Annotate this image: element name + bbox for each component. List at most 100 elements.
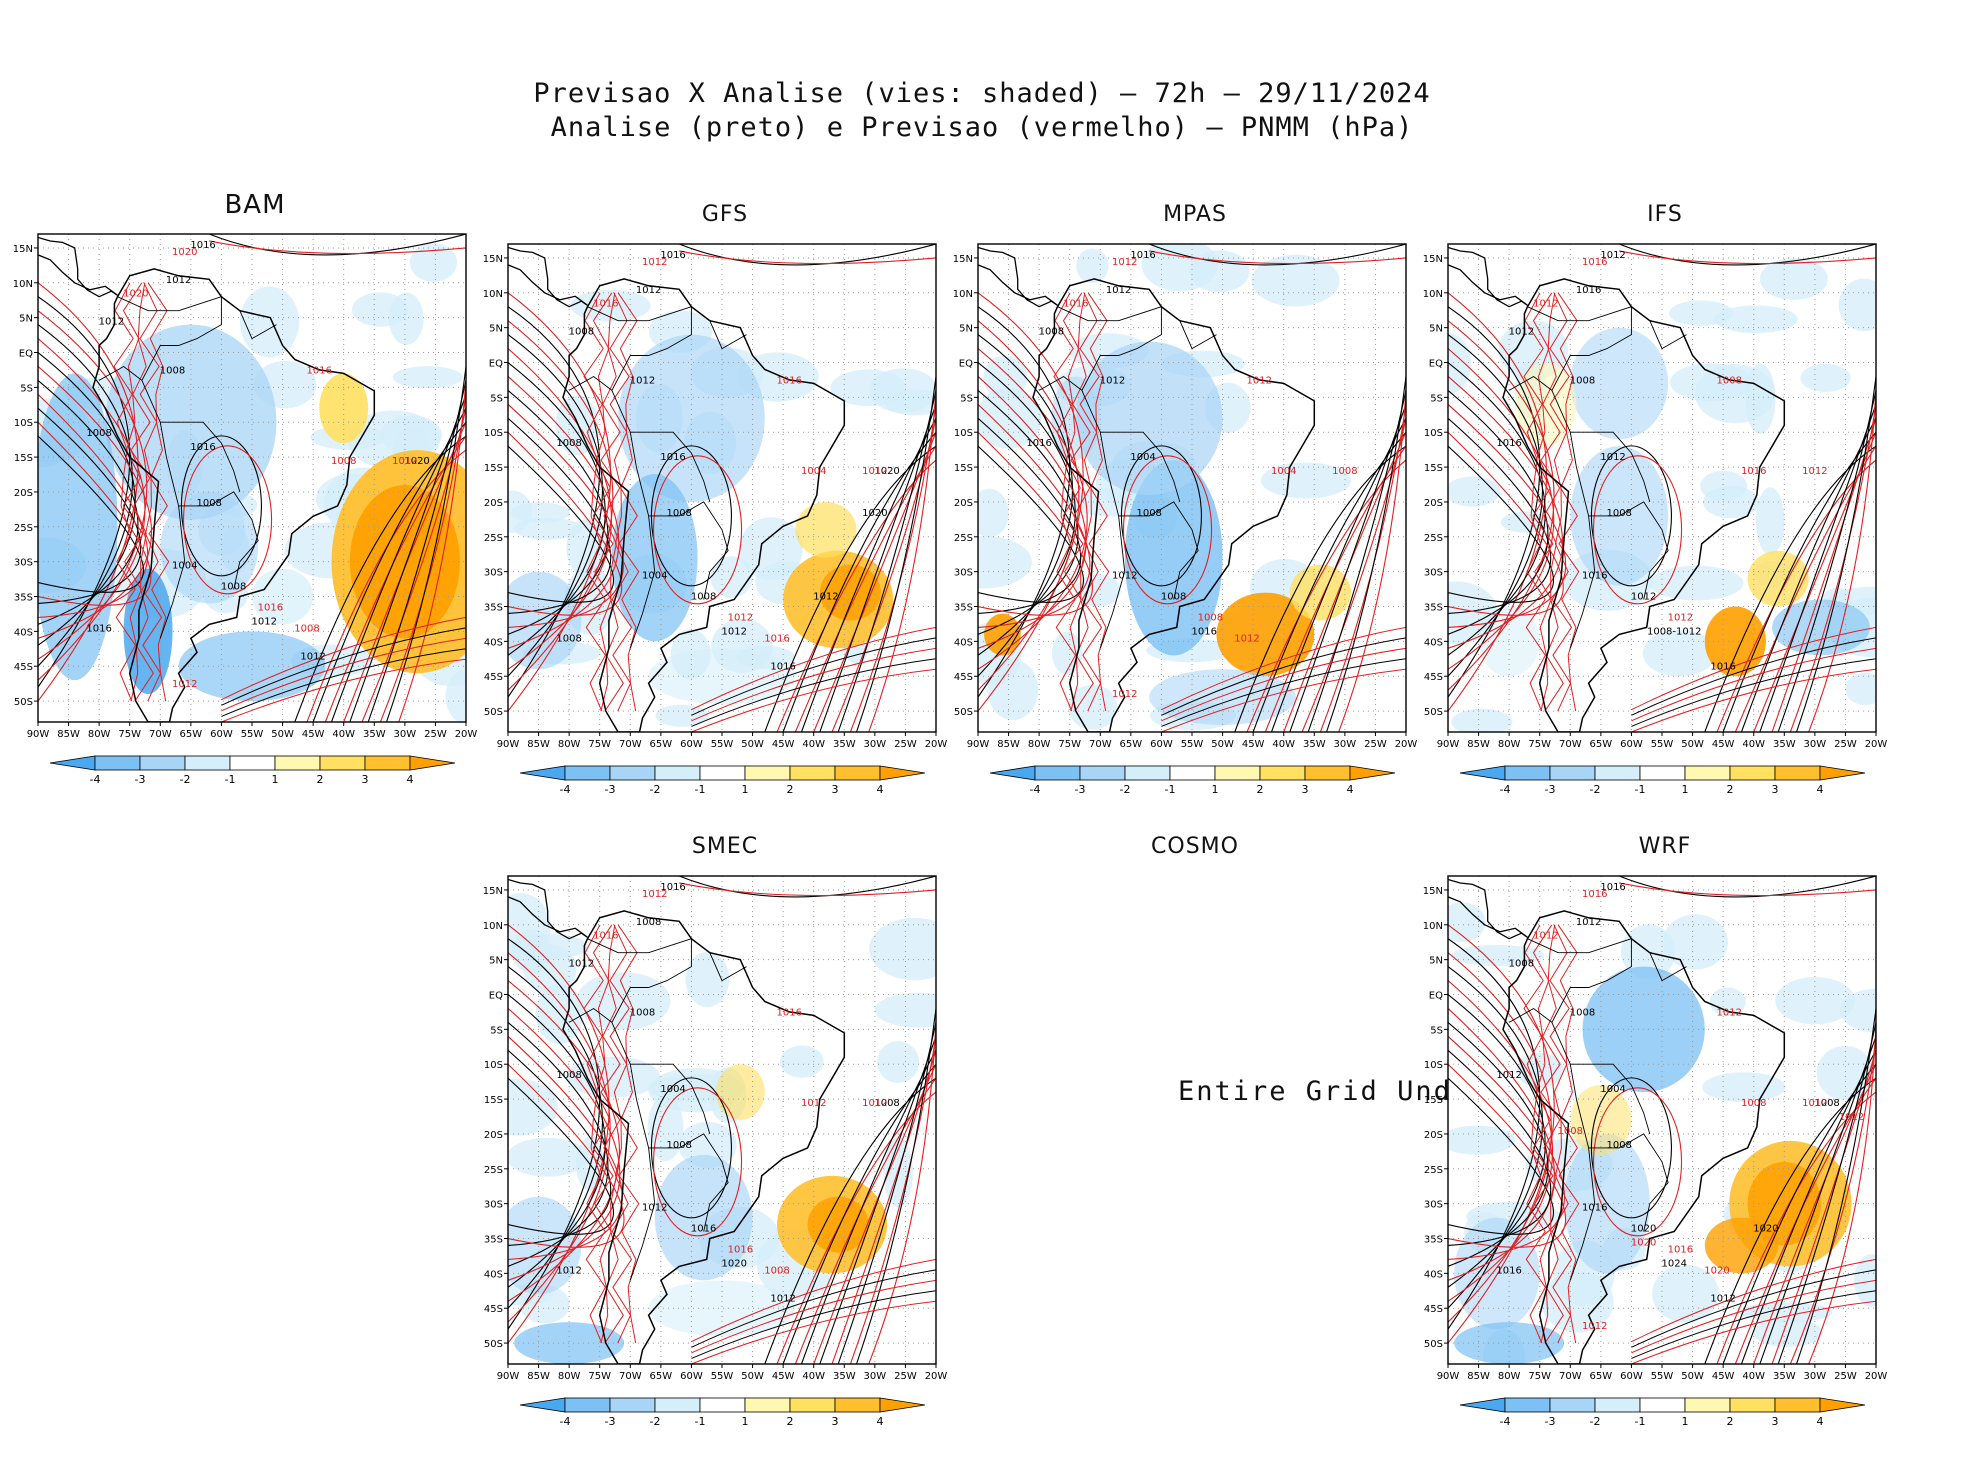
analysis-contour-label: 1012	[722, 626, 747, 637]
bias-shade	[1759, 258, 1828, 300]
analysis-contour-label: 1008	[874, 1098, 899, 1109]
lat-tick-label: 45S	[1424, 672, 1443, 683]
analysis-contour-label: 1008	[666, 508, 691, 519]
analysis-contour-label: 1008	[86, 428, 111, 439]
storm-track-contour	[691, 1269, 936, 1348]
lat-tick-label: 5N	[959, 324, 973, 335]
lat-tick-label: 15S	[1424, 463, 1443, 474]
lat-tick-label: 35S	[1424, 1235, 1443, 1246]
lon-tick-label: 20W	[455, 729, 478, 740]
forecast-contour	[508, 980, 621, 1302]
forecast-contour-label: 1012	[1112, 257, 1137, 268]
colorbar-segment	[609, 765, 656, 781]
country-border	[1649, 320, 1687, 350]
country-border	[709, 952, 747, 982]
colorbar-tick-label: -2	[1120, 783, 1131, 796]
bias-shade	[884, 389, 936, 416]
analysis-contour-label: 1020	[404, 456, 429, 467]
lon-tick-label: 65W	[1590, 1371, 1613, 1382]
storm-track-contour	[691, 1290, 936, 1359]
storm-track-contour	[221, 648, 466, 717]
analysis-contour	[1448, 1049, 1552, 1247]
country-border	[1551, 1022, 1669, 1232]
country-border	[629, 515, 656, 649]
analysis-contour-label: 1004	[172, 561, 197, 572]
lon-tick-label: 45W	[772, 739, 795, 750]
forecast-contour	[978, 320, 1080, 691]
colorbar-segment	[1079, 765, 1126, 781]
forecast-contour	[978, 292, 1084, 712]
country-border	[159, 505, 186, 639]
country-border	[1649, 952, 1687, 982]
forecast-contour	[1619, 250, 1876, 265]
analysis-contour	[385, 366, 466, 722]
colorbar-tick-label: -3	[1075, 783, 1086, 796]
analysis-contour-label: 1012	[1106, 285, 1131, 296]
colorbar-tick-label: -2	[1590, 1415, 1601, 1428]
colorbar-tick-label: -1	[695, 1415, 706, 1428]
analysis-contour-label: 1016	[660, 452, 685, 463]
forecast-contour	[776, 1091, 936, 1364]
colorbar-segment	[364, 755, 411, 771]
analysis-contour	[1325, 376, 1406, 732]
isobars	[978, 244, 1406, 732]
lat-tick-label: 50S	[484, 1339, 503, 1350]
colorbar-tick-label: 1	[742, 783, 749, 796]
lon-tick-label: 80W	[558, 1371, 581, 1382]
colorbar-segment	[699, 1397, 746, 1413]
analysis-contour	[819, 1036, 936, 1364]
panel-title: WRF	[1638, 834, 1692, 859]
lon-tick-label: 50W	[1681, 739, 1704, 750]
forecast-contour-label: 1016	[777, 1007, 802, 1018]
andes-contour	[1053, 292, 1076, 712]
forecast-contour	[868, 1022, 936, 1364]
lon-tick-label: 75W	[118, 729, 141, 740]
colorbar-segment	[654, 765, 701, 781]
andes-contour	[1523, 924, 1546, 1344]
analysis-contour-label: 1020	[722, 1258, 747, 1269]
storm-track-contour	[691, 1279, 936, 1354]
map-layers: 1016100810121008100810041008101210161020…	[508, 876, 936, 1364]
forecast-contour-label: 1012	[1582, 1321, 1607, 1332]
analysis-contour-label: 1004	[1130, 452, 1155, 463]
lon-tick-label: 65W	[1590, 739, 1613, 750]
coastline-central-america	[1448, 246, 1528, 308]
lon-tick-label: 50W	[741, 739, 764, 750]
bias-shade	[570, 289, 651, 322]
colorbar-segment	[1684, 765, 1731, 781]
analysis-contour-label: 1012	[556, 1265, 581, 1276]
axes: 15N 10N 5N EQ 5S 10S 15S 20S 25S 30S 35S 40S 45S 50S 9…	[1423, 886, 1888, 1382]
lat-tick-label: 15S	[954, 463, 973, 474]
analysis-contour	[38, 379, 139, 625]
bias-shade	[648, 1280, 796, 1337]
analysis-contour	[978, 417, 1082, 615]
bias-shade	[978, 536, 1032, 589]
bias-shade	[618, 334, 765, 502]
isobars	[38, 234, 466, 722]
lon-tick-label: 65W	[650, 739, 673, 750]
colorbar-arrow-left	[519, 765, 566, 781]
bias-shade	[1740, 1302, 1833, 1323]
bias-shade	[1713, 305, 1798, 334]
lon-tick-label: 30W	[1804, 739, 1827, 750]
colorbar: -4 -3 -2 -1 1 2 3 4	[519, 1397, 926, 1428]
lon-tick-label: 50W	[1211, 739, 1234, 750]
forecast-contour	[1592, 1087, 1683, 1237]
lon-tick-label: 45W	[772, 1371, 795, 1382]
forecast-contour	[1122, 455, 1213, 605]
forecast-contour	[1592, 455, 1683, 605]
analysis-contour	[1795, 376, 1876, 732]
analysis-contour-label: 1008	[630, 1007, 655, 1018]
bias-shade	[1216, 592, 1315, 677]
contour-labels: 1016 1012 1012 1008 1008 1016 1008 1004 1008 1012…	[86, 240, 429, 690]
forecast-contour-label: 1012	[862, 1098, 887, 1109]
colorbar-segment	[1684, 1397, 1731, 1413]
storm-track-contour	[1631, 668, 1876, 732]
lon-tick-label: 20W	[925, 739, 948, 750]
bias-shade	[1772, 599, 1870, 656]
andes-contour	[130, 282, 154, 702]
contour-labels: 1016100810121008100810041008101210161020…	[556, 882, 899, 1304]
forecast-contour-label: 1016	[728, 1244, 753, 1255]
forecast-contour	[209, 240, 466, 255]
forecast-contour	[1448, 376, 1564, 649]
